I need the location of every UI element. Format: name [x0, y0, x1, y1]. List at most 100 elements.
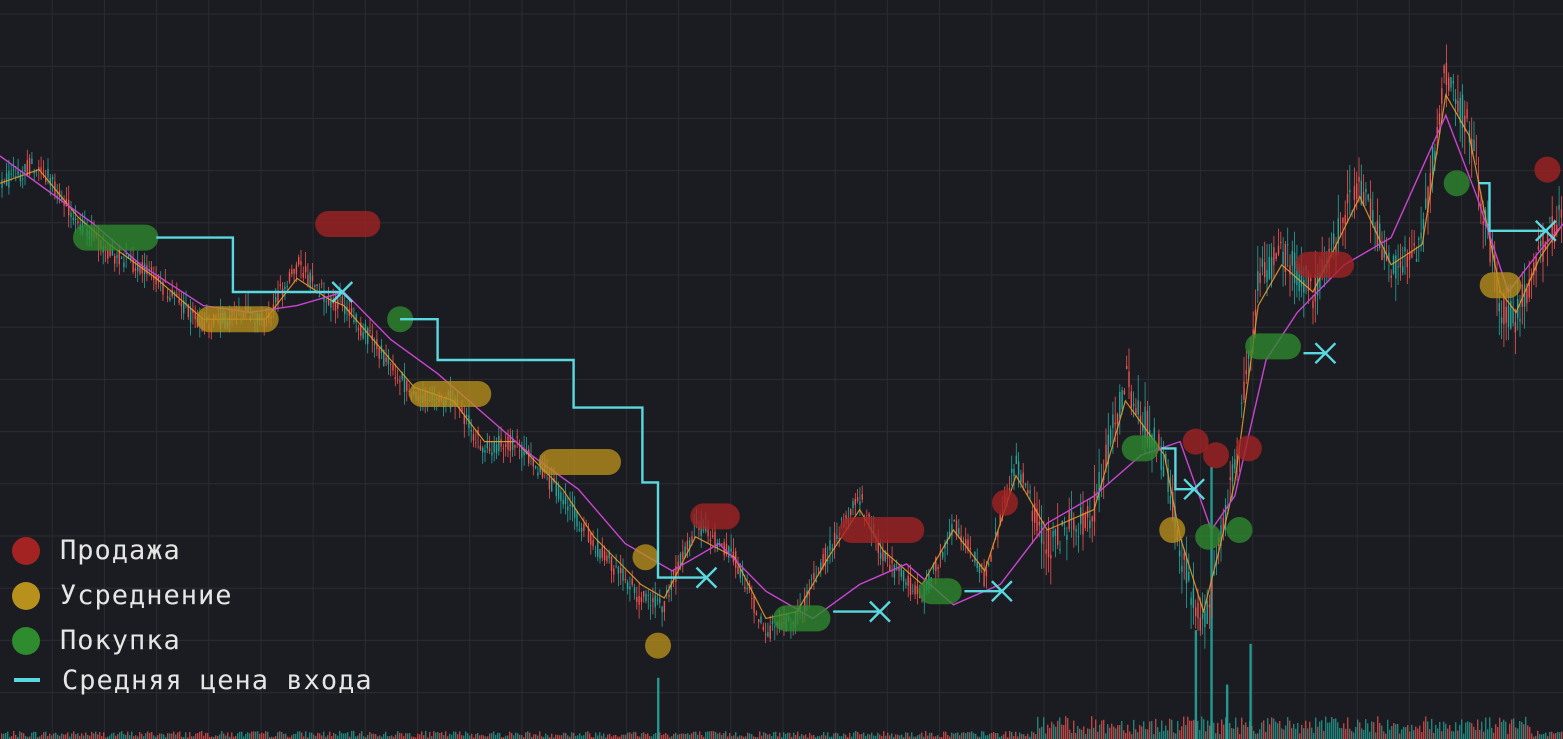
- volume-bar: [555, 734, 557, 739]
- volume-bar: [713, 731, 715, 739]
- volume-bar: [1199, 729, 1201, 739]
- volume-bar: [961, 732, 963, 739]
- volume-bar: [827, 732, 829, 739]
- volume-bar: [17, 736, 19, 739]
- volume-bar: [269, 737, 271, 739]
- candle-body: [463, 414, 465, 424]
- volume-bar: [771, 735, 773, 739]
- candle-body: [1533, 262, 1535, 275]
- candle-body: [74, 218, 77, 220]
- volume-bar: [1285, 725, 1287, 739]
- volume-bar: [779, 732, 781, 739]
- volume-bar: [731, 736, 733, 739]
- volume-bar: [999, 736, 1001, 739]
- volume-bar: [333, 732, 335, 739]
- candle-body: [1020, 474, 1022, 483]
- candle-body: [836, 535, 838, 539]
- candle-body: [390, 363, 392, 365]
- volume-bar: [517, 733, 519, 739]
- volume-bar: [1453, 731, 1455, 739]
- candle-body: [1450, 77, 1452, 88]
- candle-body: [1036, 508, 1038, 531]
- volume-bar: [97, 734, 99, 739]
- candle-body: [958, 528, 960, 535]
- volume-bar: [1081, 729, 1083, 739]
- volume-bar: [1153, 734, 1155, 739]
- candle-body: [12, 169, 15, 171]
- candle-body: [528, 449, 530, 464]
- volume-bar: [1381, 725, 1383, 739]
- candle-body: [643, 591, 645, 597]
- candle-body: [645, 593, 647, 602]
- candle-body: [1158, 434, 1160, 451]
- volume-bar: [1223, 724, 1225, 739]
- volume-bar: [641, 733, 643, 739]
- volume-bar: [1119, 725, 1121, 739]
- volume-bar: [375, 734, 377, 739]
- volume-bar: [1231, 728, 1233, 739]
- volume-bar: [491, 733, 493, 739]
- candle-body: [63, 201, 65, 206]
- volume-bar: [669, 737, 671, 739]
- candle-body: [1459, 97, 1461, 123]
- volume-bar: [833, 733, 835, 739]
- volume-bar: [1479, 729, 1481, 739]
- volume-bar: [663, 734, 665, 739]
- candle-body: [364, 324, 367, 334]
- candle-body: [999, 514, 1001, 526]
- candle-body: [24, 164, 26, 172]
- volume-bar: [773, 732, 775, 739]
- volume-bar: [1463, 733, 1465, 739]
- volume-bar: [1051, 721, 1053, 739]
- volume-bar: [371, 733, 373, 739]
- volume-bar: [457, 734, 459, 739]
- volume-bar: [1075, 733, 1077, 739]
- candle-body: [1144, 406, 1146, 438]
- volume-bar: [1317, 726, 1319, 739]
- candle-body: [77, 221, 79, 224]
- volume-bar: [1423, 721, 1425, 739]
- volume-bar: [1163, 730, 1165, 739]
- volume-bar: [1411, 724, 1413, 739]
- volume-bar: [811, 735, 813, 739]
- volume-bar: [1543, 733, 1545, 739]
- candle-body: [1521, 284, 1523, 307]
- volume-bar: [505, 735, 507, 739]
- candle-body: [1475, 155, 1477, 157]
- candle-body: [1353, 186, 1356, 201]
- volume-bar: [751, 734, 753, 739]
- candle-body: [1392, 255, 1395, 274]
- volume-bar: [305, 731, 307, 739]
- volume-bar: [1253, 730, 1255, 739]
- candle-body: [1059, 548, 1061, 551]
- candle-body: [484, 450, 486, 453]
- volume-bar: [513, 735, 515, 739]
- candle-body: [1385, 256, 1388, 261]
- volume-bar: [403, 736, 405, 739]
- volume-bar: [109, 735, 111, 739]
- volume-bar: [35, 731, 37, 739]
- volume-bar: [789, 732, 791, 739]
- candle-body: [902, 570, 905, 582]
- volume-bar: [1057, 720, 1059, 739]
- volume-bar: [335, 734, 337, 739]
- candle-body: [1395, 255, 1397, 279]
- candle-body: [610, 556, 613, 571]
- close-position-marker: [1534, 219, 1557, 242]
- volume-bar: [759, 731, 761, 739]
- volume-bar: [415, 737, 417, 739]
- candle-body: [1029, 490, 1031, 494]
- candle-body: [633, 587, 636, 593]
- volume-bar: [357, 735, 359, 739]
- candle-body: [327, 298, 330, 305]
- volume-bar: [1269, 724, 1271, 739]
- volume-bar: [729, 733, 731, 739]
- candle-body: [751, 598, 753, 600]
- volume-bar: [895, 734, 897, 739]
- volume-bar: [1095, 719, 1097, 739]
- volume-bar: [265, 731, 267, 739]
- candle-body: [1206, 600, 1208, 624]
- volume-bar: [1545, 732, 1547, 739]
- volume-bar: [1503, 719, 1505, 739]
